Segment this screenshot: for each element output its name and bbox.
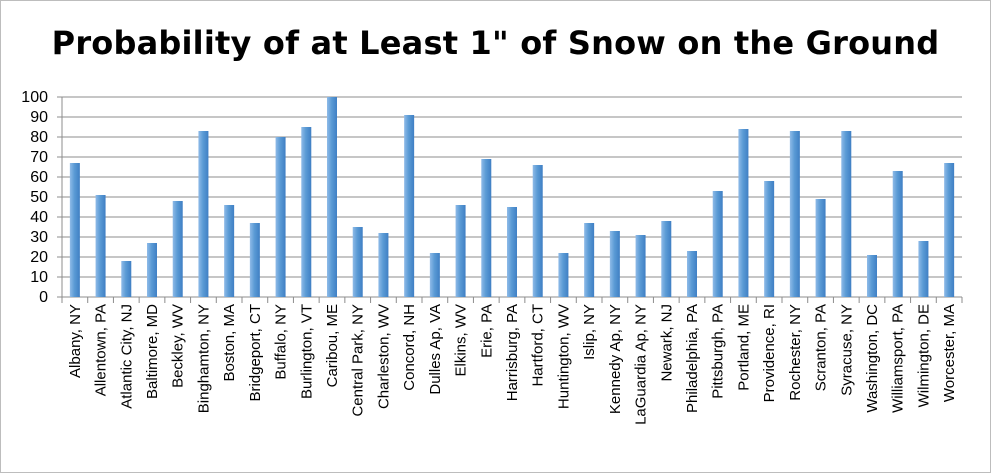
bar <box>532 165 543 297</box>
x-tick-label: Harrisburg, PA <box>504 304 521 401</box>
bar <box>224 205 235 297</box>
bar <box>481 159 492 297</box>
bar <box>378 233 389 297</box>
bar <box>867 255 877 297</box>
y-tick-label: 100 <box>21 89 48 106</box>
y-tick-label: 0 <box>39 289 48 306</box>
bar <box>301 127 312 297</box>
x-tick-label: Williamsport, PA <box>890 304 907 413</box>
bar <box>609 231 620 297</box>
x-tick-label: Scranton, PA <box>813 304 830 391</box>
x-tick-label: Allentown, PA <box>93 304 110 396</box>
bar <box>712 191 723 297</box>
x-tick-label: Beckley, WV <box>170 304 187 388</box>
bar <box>789 131 800 297</box>
y-tick-label: 30 <box>30 229 48 246</box>
x-tick-label: Bridgeport, CT <box>247 304 264 402</box>
y-tick-label: 20 <box>30 249 48 266</box>
x-tick-label: Wilmington, DE <box>915 304 932 407</box>
x-tick-label: Central Park, NY <box>350 304 367 417</box>
x-tick-label: Islip, NY <box>581 304 598 360</box>
bar <box>584 223 595 297</box>
bar <box>507 207 517 297</box>
x-tick-label: Boston, MA <box>221 304 238 382</box>
bar <box>147 243 157 297</box>
x-tick-label: Worcester, MA <box>941 304 958 402</box>
y-tick-label: 60 <box>30 169 48 186</box>
bar <box>249 223 260 297</box>
bar <box>352 227 363 297</box>
x-tick-label: Pittsburgh, PA <box>710 304 727 399</box>
x-tick-label: LaGuardia Ap, NY <box>633 304 650 425</box>
x-tick-label: Binghamton, NY <box>195 304 212 413</box>
x-tick-label: Caribou, ME <box>324 304 341 387</box>
y-tick-label: 50 <box>30 189 48 206</box>
x-tick-label: Washington, DC <box>864 304 881 413</box>
bar <box>69 163 80 297</box>
bar <box>455 205 466 297</box>
x-tick-label: Kennedy Ap, NY <box>607 304 624 414</box>
x-tick-label: Erie, PA <box>478 304 495 358</box>
bar <box>635 235 646 297</box>
x-tick-label: Burlington, VT <box>298 304 315 399</box>
bar <box>172 201 183 297</box>
x-tick-label: Portland, ME <box>735 304 752 391</box>
x-tick-label: Huntington, WV <box>555 304 572 409</box>
x-tick-label: Newark, NJ <box>658 304 675 382</box>
bar <box>404 115 415 297</box>
bar <box>327 97 337 297</box>
x-tick-label: Albany, NY <box>67 304 84 378</box>
x-tick-label: Providence, RI <box>761 304 778 402</box>
bar <box>892 171 903 297</box>
x-tick-label: Rochester, NY <box>787 304 804 401</box>
bar <box>841 131 852 297</box>
x-tick-label: Elkins, WV <box>453 304 470 377</box>
x-tick-label: Syracuse, NY <box>838 304 855 396</box>
bar <box>198 131 209 297</box>
bar <box>815 199 826 297</box>
y-tick-label: 40 <box>30 209 48 226</box>
bar <box>738 129 749 297</box>
bar <box>687 251 697 297</box>
x-tick-label: Hartford, CT <box>530 304 547 387</box>
bar <box>95 195 106 297</box>
bar <box>918 241 929 297</box>
y-tick-label: 70 <box>30 149 48 166</box>
y-tick-label: 10 <box>30 269 48 286</box>
x-tick-label: Atlantic City, NJ <box>118 304 135 409</box>
y-tick-label: 90 <box>30 109 48 126</box>
bar <box>429 253 440 297</box>
y-tick-label: 80 <box>30 129 48 146</box>
bar <box>944 163 955 297</box>
x-tick-label: Buffalo, NY <box>273 304 290 380</box>
bar <box>558 253 569 297</box>
x-tick-label: Philadelphia, PA <box>684 304 701 413</box>
x-tick-label: Dulles Ap, VA <box>427 304 444 395</box>
x-tick-label: Baltimore, MD <box>144 304 161 399</box>
bar <box>661 221 672 297</box>
x-tick-label: Charleston, WV <box>375 304 392 409</box>
chart-title: Probability of at Least 1" of Snow on th… <box>51 24 940 62</box>
bar <box>275 137 286 297</box>
bar <box>121 261 132 297</box>
bar <box>764 181 775 297</box>
x-tick-label: Concord, NH <box>401 304 418 391</box>
